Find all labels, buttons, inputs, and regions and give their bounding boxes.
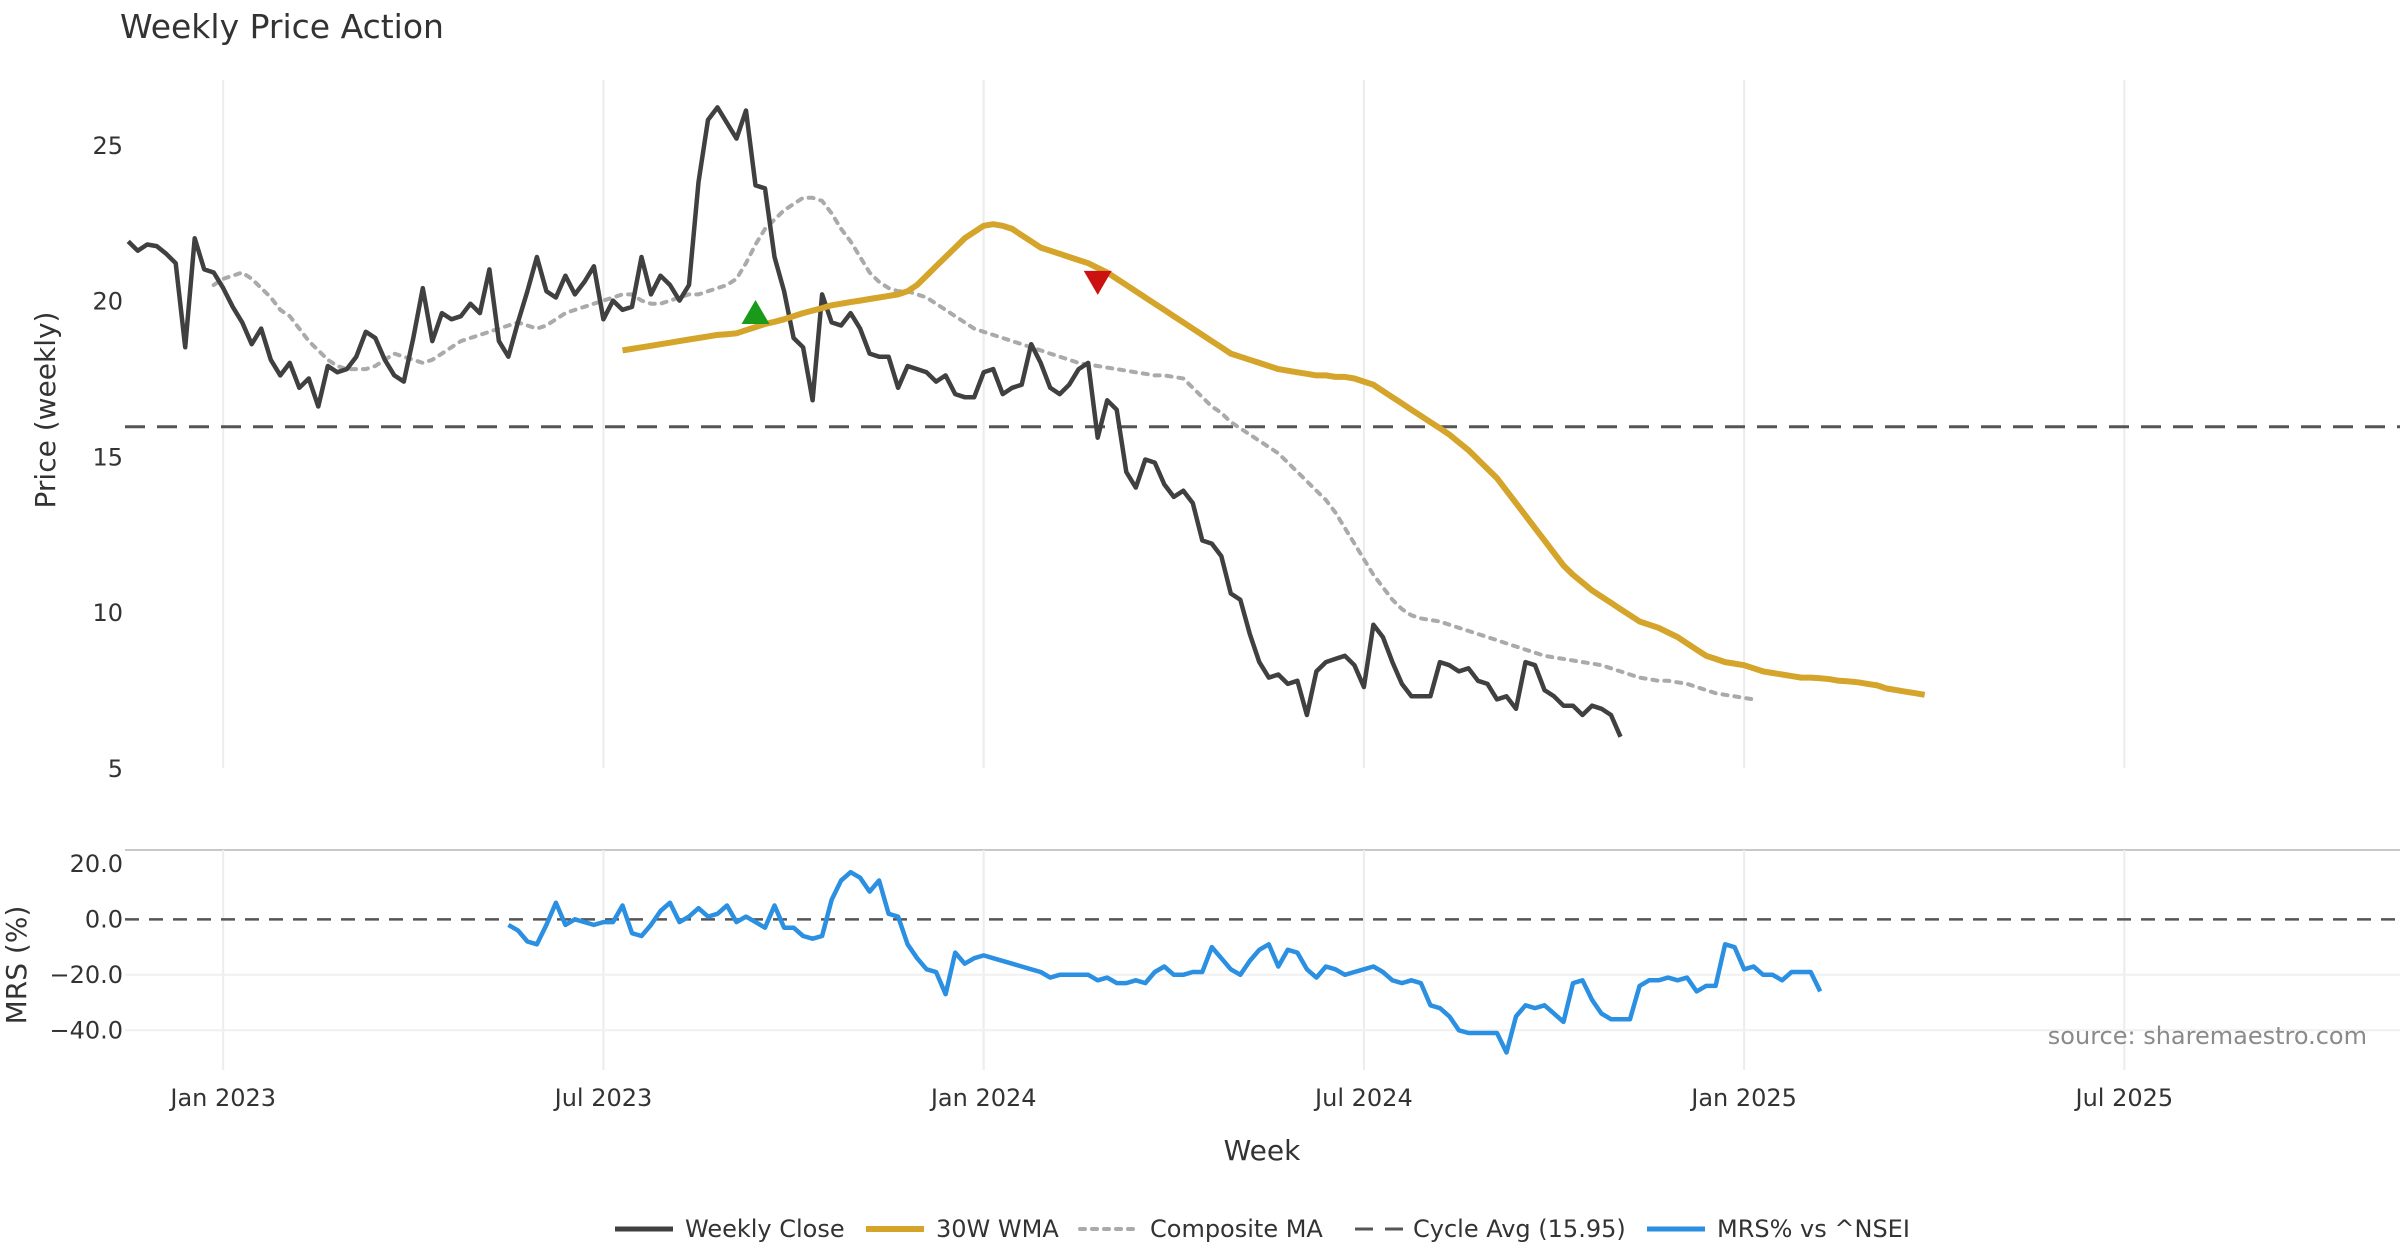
price-x-gridlines (222, 80, 2126, 768)
mrs-x-gridlines (222, 850, 2126, 1070)
x-tick-label: Jan 2024 (929, 1084, 1037, 1112)
legend-label-mrs: MRS% vs ^NSEI (1717, 1215, 1910, 1243)
x-tick-label: Jul 2023 (553, 1084, 653, 1112)
x-tick-label: Jul 2025 (2074, 1084, 2174, 1112)
mrs-y-axis-title: MRS (%) (0, 906, 33, 1025)
buy-signal-marker (741, 300, 770, 325)
legend-item-cycle-avg[interactable]: Cycle Avg (15.95) (1355, 1215, 1626, 1243)
wma-30w-line (622, 221, 1926, 698)
legend: Weekly Close 30W WMA Composite MA Cycle … (615, 1215, 1910, 1243)
legend-label-30w-wma: 30W WMA (936, 1215, 1059, 1243)
mrs-y-ticks: 20.0 0.0 −20.0 −40.0 (49, 850, 2400, 1044)
mrs-y-tick-label: 20.0 (70, 850, 123, 878)
legend-item-weekly-close[interactable]: Weekly Close (615, 1215, 845, 1243)
mrs-y-tick-label: 0.0 (85, 905, 123, 933)
source-annotation: source: sharemaestro.com (2048, 1022, 2367, 1050)
x-tick-label: Jul 2024 (1313, 1084, 1413, 1112)
price-y-tick-label: 10 (92, 599, 123, 627)
chart-title: Weekly Price Action (120, 7, 444, 46)
composite-ma-line (211, 195, 1756, 702)
sell-signal-marker (1083, 270, 1112, 295)
legend-label-weekly-close: Weekly Close (685, 1215, 845, 1243)
price-y-tick-label: 20 (92, 288, 123, 316)
x-axis-ticks: Jan 2023 Jul 2023 Jan 2024 Jul 2024 Jan 2025… (168, 1084, 2173, 1112)
legend-item-mrs[interactable]: MRS% vs ^NSEI (1647, 1215, 1910, 1243)
x-axis-title: Week (1224, 1134, 1301, 1167)
legend-label-composite-ma: Composite MA (1150, 1215, 1323, 1243)
legend-label-cycle-avg: Cycle Avg (15.95) (1413, 1215, 1626, 1243)
price-panel: 5 10 15 20 25 Price (weekly) (29, 80, 2400, 783)
price-y-tick-label: 5 (108, 755, 123, 783)
legend-item-30w-wma[interactable]: 30W WMA (866, 1215, 1059, 1243)
mrs-panel: 20.0 0.0 −20.0 −40.0 MRS (%) source: sharem… (0, 849, 2400, 1070)
x-tick-label: Jan 2023 (168, 1084, 276, 1112)
price-y-tick-label: 25 (92, 132, 123, 160)
mrs-line (507, 869, 1823, 1055)
price-y-ticks: 5 10 15 20 25 (92, 132, 123, 783)
mrs-y-tick-label: −40.0 (49, 1016, 123, 1044)
mrs-y-tick-label: −20.0 (49, 961, 123, 989)
price-y-axis-title: Price (weekly) (29, 312, 62, 509)
price-y-tick-label: 15 (92, 443, 123, 471)
x-tick-label: Jan 2025 (1689, 1084, 1797, 1112)
weekly-close-line (126, 105, 1623, 738)
legend-item-composite-ma[interactable]: Composite MA (1078, 1215, 1323, 1243)
